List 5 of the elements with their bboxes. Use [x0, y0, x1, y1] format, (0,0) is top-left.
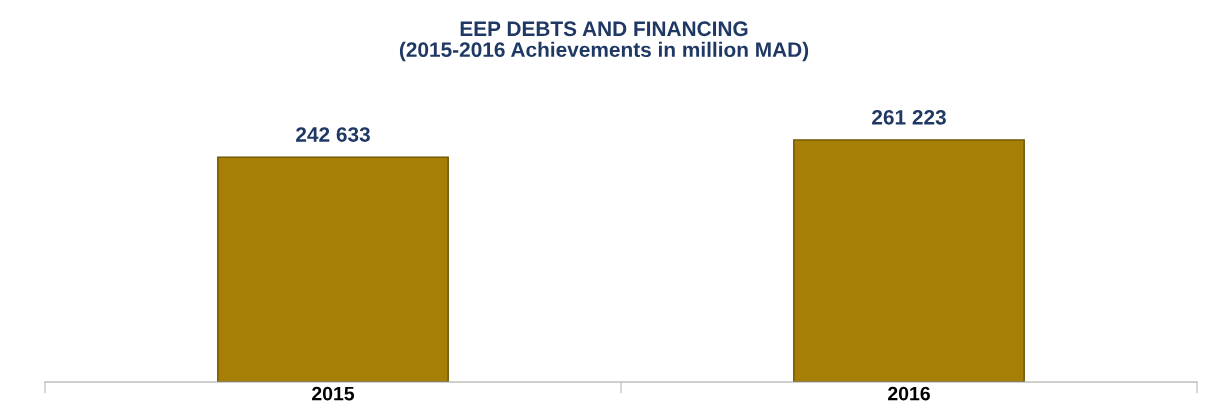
data-label: 242 633	[296, 127, 370, 142]
chart-title: EEP DEBTS AND FINANCING (2015-2016 Achievements in million MAD)	[399, 21, 809, 62]
data-label: 261 223	[872, 109, 946, 125]
x-tick-label: 2015	[312, 386, 355, 401]
x-tick-label: 2016	[888, 386, 930, 401]
